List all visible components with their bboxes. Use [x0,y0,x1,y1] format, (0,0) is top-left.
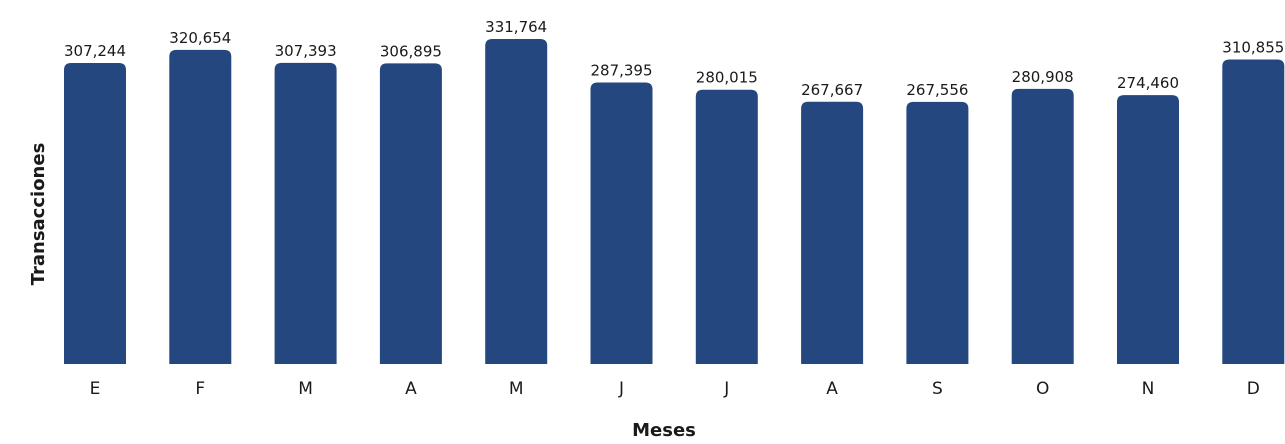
bar-value-label: 331,764 [485,18,547,36]
x-tick-label: S [932,379,943,399]
bar-3 [274,62,337,365]
x-tick-label: A [405,379,417,399]
bars-layer [64,39,1285,365]
bar-7 [695,89,758,364]
bar-value-label: 310,855 [1222,38,1284,56]
bar-11 [1117,95,1179,365]
bar-value-label: 267,667 [801,81,863,99]
bar-value-label: 320,654 [169,29,231,47]
bar-value-label: 280,015 [696,69,758,87]
bar-value-label: 274,460 [1117,74,1179,92]
bar-value-label: 287,395 [590,61,652,79]
x-tick-label: O [1036,379,1049,399]
x-tick-label: A [826,379,838,399]
y-axis-title: Transacciones [28,143,49,286]
bar-value-label: 307,393 [275,42,337,60]
bar-5 [485,39,548,364]
bar-6 [590,82,653,364]
x-tick-label: J [723,379,729,399]
bar-value-label: 307,244 [64,42,126,60]
bar-8 [801,101,864,364]
bar-12 [1222,59,1285,365]
bar-9 [906,101,969,364]
x-tick-label: J [618,379,624,399]
bar-1 [64,63,126,365]
x-tick-label: E [90,379,101,399]
x-tick-label: N [1142,379,1155,399]
bar-4 [379,63,442,365]
x-tick-label: M [298,379,313,399]
bar-2 [169,49,232,365]
x-tick-label: F [195,379,205,399]
bar-value-label: 280,908 [1012,68,1074,86]
x-tick-label: M [509,379,524,399]
x-tick-label: D [1247,379,1260,399]
bar-value-label: 306,895 [380,42,442,60]
bar-value-label: 267,556 [906,81,968,99]
value-labels-layer: 307,244 320,654 307,393 306,895 331,764 287,3… [64,18,1284,99]
bar-10 [1011,88,1074,364]
x-axis-title: Meses [632,420,696,439]
